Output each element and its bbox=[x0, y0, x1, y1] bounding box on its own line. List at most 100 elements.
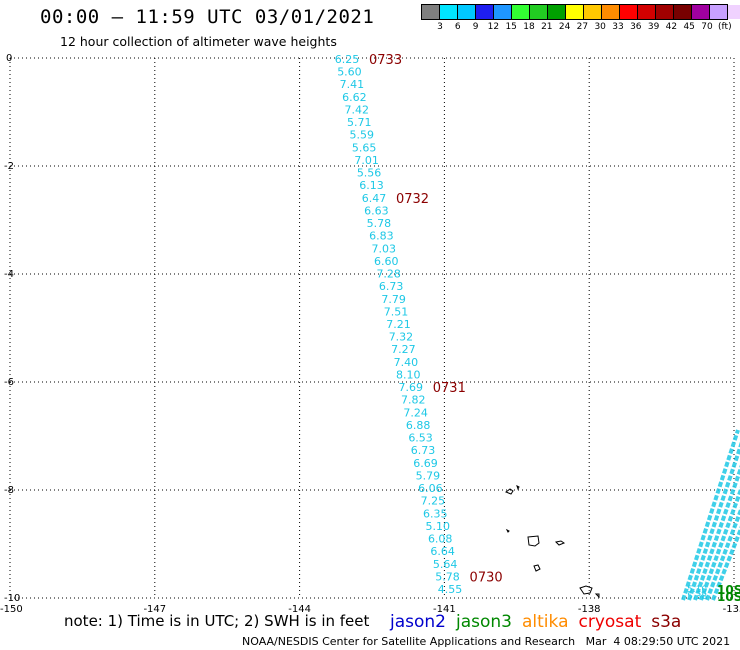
colorbar-swatch bbox=[638, 5, 656, 19]
swh-value-label: 6.73 bbox=[411, 444, 436, 457]
colorbar-label: 30 bbox=[594, 22, 606, 32]
island-outlines bbox=[504, 485, 600, 599]
swh-value-label: 5.60 bbox=[337, 66, 362, 79]
swh-value-label: 6.47 bbox=[362, 192, 387, 205]
colorbar-swatch bbox=[710, 5, 728, 19]
colorbar-label: 27 bbox=[576, 22, 589, 32]
page-subtitle: 12 hour collection of altimeter wave hei… bbox=[60, 34, 337, 49]
colorbar-swatch bbox=[476, 5, 494, 19]
x-tick-label: -135 bbox=[723, 604, 740, 615]
colorbar-swatch bbox=[548, 5, 566, 19]
colorbar-label: 45 bbox=[683, 22, 695, 32]
colorbar-label: 18 bbox=[523, 22, 535, 32]
swh-value-label: 7.03 bbox=[372, 242, 397, 255]
edge-time-label: 10S bbox=[717, 590, 740, 604]
colorbar-swatch bbox=[512, 5, 530, 19]
satellite-legend: jason2 jason3 altika cryosat s3a bbox=[390, 612, 691, 632]
island-outline bbox=[527, 535, 540, 547]
colorbar-swatch bbox=[440, 5, 458, 19]
swh-value-label: 6.53 bbox=[408, 432, 433, 445]
y-tick-label: -4 bbox=[4, 269, 14, 280]
swh-value-label: 6.73 bbox=[379, 280, 404, 293]
satellite-legend-jason3: jason3 bbox=[456, 612, 512, 632]
wave-height-track: 6.255.607.416.627.425.715.595.657.015.56… bbox=[335, 53, 503, 596]
x-tick-label: -141 bbox=[433, 604, 456, 615]
island-outline bbox=[516, 485, 520, 491]
footer-credit: NOAA/NESDIS Center for Satellite Applica… bbox=[242, 635, 731, 648]
colorbar-swatch bbox=[494, 5, 512, 19]
swh-value-label: 7.21 bbox=[386, 318, 411, 331]
y-tick-label: -10 bbox=[4, 593, 20, 604]
edge-track-stripe bbox=[681, 429, 740, 601]
swh-value-label: 7.25 bbox=[421, 495, 446, 508]
colorbar-label: 12 bbox=[487, 22, 500, 32]
swh-value-label: 7.28 bbox=[376, 268, 401, 281]
island-outline bbox=[505, 528, 510, 533]
colorbar bbox=[422, 5, 740, 19]
colorbar-label: 70 bbox=[701, 22, 713, 32]
colorbar-label: 36 bbox=[630, 22, 642, 32]
edge-swh-label: 5.10 bbox=[687, 585, 707, 595]
axis-labels: -150 -147 -144 -141 -138 -135 0 -2 -4 -6 -8 -10 bbox=[0, 53, 740, 615]
colorbar-label: 6 bbox=[454, 22, 461, 32]
swh-value-label: 7.41 bbox=[340, 78, 365, 91]
x-tick-label: -147 bbox=[143, 604, 166, 615]
time-label: 0730 bbox=[470, 570, 503, 585]
island-outline bbox=[504, 488, 514, 495]
colorbar-swatch bbox=[422, 5, 440, 19]
y-tick-label: -2 bbox=[4, 161, 14, 172]
swh-value-label: 7.51 bbox=[384, 305, 409, 318]
swh-value-label: 6.64 bbox=[430, 545, 455, 558]
colorbar-label: 21 bbox=[541, 22, 553, 32]
swh-value-label: 5.78 bbox=[435, 570, 460, 583]
satellite-legend-jason2: jason2 bbox=[390, 612, 446, 632]
colorbar-swatch bbox=[656, 5, 674, 19]
edge-track-stripe bbox=[699, 486, 740, 601]
edge-time-label: 10S bbox=[717, 583, 740, 597]
swh-value-label: 4.55 bbox=[438, 583, 463, 596]
swh-value-label: 8.10 bbox=[396, 368, 421, 381]
swh-value-label: 6.63 bbox=[364, 204, 389, 217]
swh-value-label: 5.56 bbox=[357, 167, 382, 180]
colorbar-swatch bbox=[458, 5, 476, 19]
swh-value-label: 5.10 bbox=[425, 520, 450, 533]
swh-value-label: 7.32 bbox=[389, 331, 414, 344]
colorbar-swatch bbox=[674, 5, 692, 19]
swh-value-label: 6.62 bbox=[342, 91, 367, 104]
time-label: 0731 bbox=[433, 381, 466, 396]
map-grid bbox=[9, 57, 735, 599]
colorbar-swatch bbox=[602, 5, 620, 19]
time-label: 0732 bbox=[396, 192, 429, 207]
swh-value-label: 7.24 bbox=[403, 406, 428, 419]
swh-value-label: 7.27 bbox=[391, 343, 416, 356]
swh-value-label: 7.69 bbox=[399, 381, 424, 394]
colorbar-swatch bbox=[692, 5, 710, 19]
swh-value-label: 6.35 bbox=[423, 507, 448, 520]
swh-value-label: 6.06 bbox=[418, 482, 443, 495]
note-text: note: 1) Time is in UTC; 2) SWH is in fe… bbox=[64, 612, 370, 630]
island-outline bbox=[554, 540, 566, 546]
swh-value-label: 7.79 bbox=[381, 293, 406, 306]
colorbar-swatch bbox=[566, 5, 584, 19]
satellite-legend-cryosat: cryosat bbox=[578, 612, 642, 632]
swh-value-label: 7.82 bbox=[401, 394, 426, 407]
colorbar-label: (ft) bbox=[718, 22, 732, 32]
edge-track-stripe bbox=[711, 525, 740, 601]
colorbar-label: 24 bbox=[558, 22, 571, 32]
swh-value-label: 6.13 bbox=[359, 179, 384, 192]
colorbar-swatch bbox=[530, 5, 548, 19]
colorbar-label: 15 bbox=[505, 22, 517, 32]
y-tick-label: -8 bbox=[4, 485, 14, 496]
island-outline bbox=[594, 593, 600, 599]
x-tick-label: -144 bbox=[288, 604, 311, 615]
swh-value-label: 5.65 bbox=[352, 141, 377, 154]
x-tick-label: -150 bbox=[0, 604, 23, 615]
x-tick-label: -138 bbox=[578, 604, 601, 615]
colorbar-swatch bbox=[728, 5, 740, 19]
swh-value-label: 7.42 bbox=[345, 103, 370, 116]
colorbar-label: 42 bbox=[665, 22, 678, 32]
swh-value-label: 7.01 bbox=[354, 154, 379, 167]
swh-value-label: 6.88 bbox=[406, 419, 431, 432]
edge-track-stripe bbox=[687, 441, 740, 601]
